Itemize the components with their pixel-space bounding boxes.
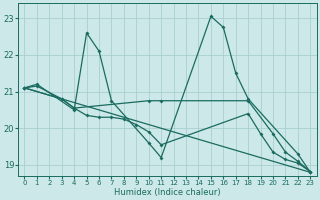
X-axis label: Humidex (Indice chaleur): Humidex (Indice chaleur) [114,188,221,197]
